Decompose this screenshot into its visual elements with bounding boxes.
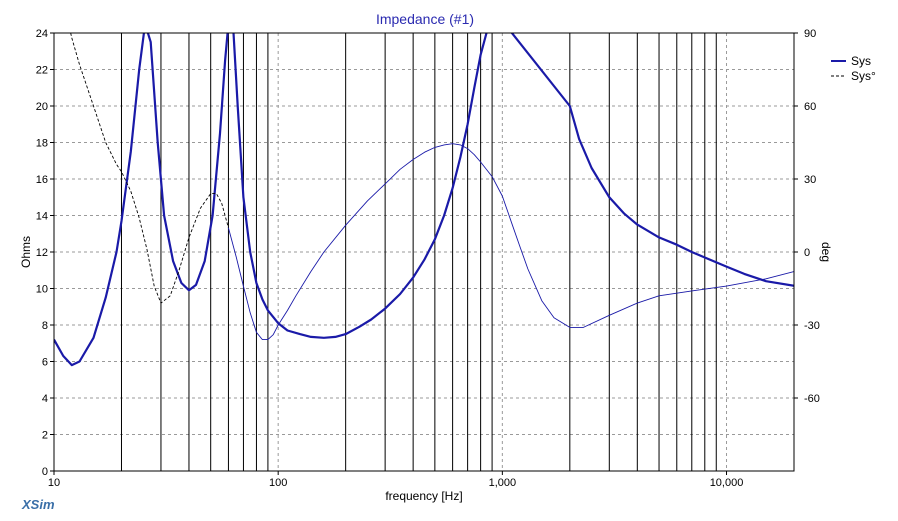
series-line-1: [70, 33, 229, 304]
y-right-tick-label: -60: [804, 393, 820, 405]
y-left-tick-label: 14: [36, 211, 48, 223]
y-left-tick-label: 22: [36, 65, 48, 77]
y-right-tick-label: 90: [804, 28, 816, 40]
chart-title: Impedance (#1): [376, 11, 474, 27]
grid: [54, 33, 794, 471]
y-axis-right: -60 -30 0 30 60 90: [794, 28, 820, 405]
y-left-tick-label: 4: [42, 393, 48, 405]
series-line-0: [54, 33, 794, 367]
vertical-markers: [120, 33, 717, 471]
legend: Sys Sys°: [831, 54, 876, 83]
x-tick-label: 10: [48, 477, 60, 489]
y-left-tick-label: 6: [42, 357, 48, 369]
y-left-tick-label: 24: [36, 28, 48, 40]
x-axis: 10 100 1,000 10,000: [48, 471, 743, 489]
series-layer: [54, 33, 794, 367]
x-tick-label: 100: [269, 477, 287, 489]
y-right-tick-label: 30: [804, 174, 816, 186]
x-tick-label: 10,000: [710, 477, 744, 489]
y-axis-right-label: deg: [819, 242, 833, 262]
x-tick-label: 1,000: [489, 477, 517, 489]
legend-label-sys: Sys: [851, 54, 871, 68]
y-left-tick-label: 8: [42, 320, 48, 332]
y-axis-left-label: Ohms: [19, 236, 33, 268]
series-line-2: [227, 143, 794, 341]
y-left-tick-label: 18: [36, 138, 48, 150]
y-left-tick-label: 2: [42, 430, 48, 442]
brand-logo: XSim: [21, 497, 55, 512]
y-right-tick-label: 60: [804, 101, 816, 113]
y-right-tick-label: 0: [804, 247, 810, 259]
y-left-tick-label: 20: [36, 101, 48, 113]
y-left-tick-label: 16: [36, 174, 48, 186]
x-axis-label: frequency [Hz]: [385, 489, 462, 503]
y-left-tick-label: 10: [36, 284, 48, 296]
y-left-tick-label: 12: [36, 247, 48, 259]
y-left-tick-label: 0: [42, 466, 48, 478]
legend-label-phase: Sys°: [851, 69, 876, 83]
y-right-tick-label: -30: [804, 320, 820, 332]
